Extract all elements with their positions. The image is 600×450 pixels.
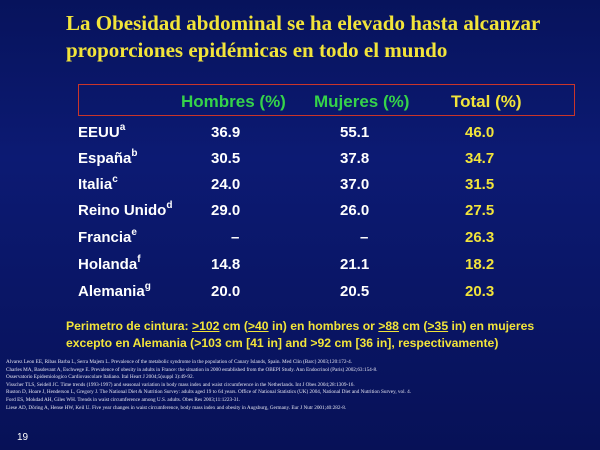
men-value: – — [231, 229, 240, 246]
total-value: 46.0 — [465, 124, 495, 141]
total-value: 27.5 — [465, 202, 495, 219]
country-name: Holandaf — [78, 254, 141, 274]
header-total: Total (%) — [451, 92, 522, 111]
total-value: 26.3 — [465, 229, 495, 246]
reference-item: Ruston D, Hoare J, Henderson L, Gregory … — [6, 389, 412, 396]
header-men: Hombres (%) — [181, 92, 286, 111]
title-line-2: proporciones epidémicas en todo el mundo — [66, 38, 448, 62]
women-value: – — [360, 229, 369, 246]
total-value: 31.5 — [465, 176, 495, 193]
women-value: 37.0 — [340, 176, 370, 193]
men-value: 20.0 — [211, 283, 241, 300]
header-women: Mujeres (%) — [314, 92, 410, 111]
country-name: Franciae — [78, 227, 137, 247]
title-line-1: La Obesidad abdominal se ha elevado hast… — [66, 11, 541, 35]
reference-item: Charles MA, Basdevant A, Eschwege E. Pre… — [6, 366, 378, 373]
men-value: 30.5 — [211, 150, 241, 167]
slide-title: La Obesidad abdominal se ha elevado hast… — [66, 10, 596, 64]
table-row: EEUUa 36.9 55.1 46.0 — [0, 122, 600, 146]
total-value: 34.7 — [465, 150, 495, 167]
table-row: Franciae – – 26.3 — [0, 227, 600, 251]
waist-criteria-note: Perimetro de cintura: >102 cm (>40 in) e… — [66, 318, 586, 352]
country-name: Alemaniag — [78, 281, 151, 301]
table-header-box — [78, 84, 575, 116]
men-value: 36.9 — [211, 124, 241, 141]
total-value: 18.2 — [465, 256, 495, 273]
country-name: EEUUa — [78, 122, 126, 142]
reference-item: Liese AD, Döring A, Hense HW, Keil U. Fi… — [6, 404, 347, 411]
table-row: Reino Unidod 29.0 26.0 27.5 — [0, 200, 600, 224]
men-value: 14.8 — [211, 256, 241, 273]
men-value: 24.0 — [211, 176, 241, 193]
men-value: 29.0 — [211, 202, 241, 219]
women-value: 55.1 — [340, 124, 370, 141]
reference-item: Ford ES, Mokdad AH, Giles WH. Trends in … — [6, 396, 241, 403]
references: Alvarez Leon EE, Ribas Barba L, Serra Ma… — [6, 359, 596, 412]
table-row: Holandaf 14.8 21.1 18.2 — [0, 254, 600, 278]
country-name: Reino Unidod — [78, 200, 173, 220]
table-row: Italiac 24.0 37.0 31.5 — [0, 174, 600, 198]
page-number: 19 — [17, 432, 29, 443]
women-value: 20.5 — [340, 283, 370, 300]
reference-item: Visscher TLS, Seidell JC. Time trends (1… — [6, 381, 355, 388]
country-name: Italiac — [78, 174, 118, 194]
table-row: Alemaniag 20.0 20.5 20.3 — [0, 281, 600, 305]
country-name: Españab — [78, 148, 138, 168]
women-value: 21.1 — [340, 256, 370, 273]
reference-item: Alvarez Leon EE, Ribas Barba L, Serra Ma… — [6, 359, 353, 365]
note-line-1: Perimetro de cintura: >102 cm (>40 in) e… — [66, 319, 535, 333]
reference-item: Osservatorio Epidemiologico Cardiovascol… — [6, 374, 194, 381]
note-line-2: excepto en Alemania (>103 cm [41 in] and… — [66, 336, 499, 350]
women-value: 26.0 — [340, 202, 370, 219]
total-value: 20.3 — [465, 283, 495, 300]
women-value: 37.8 — [340, 150, 370, 167]
table-row: Españab 30.5 37.8 34.7 — [0, 148, 600, 172]
